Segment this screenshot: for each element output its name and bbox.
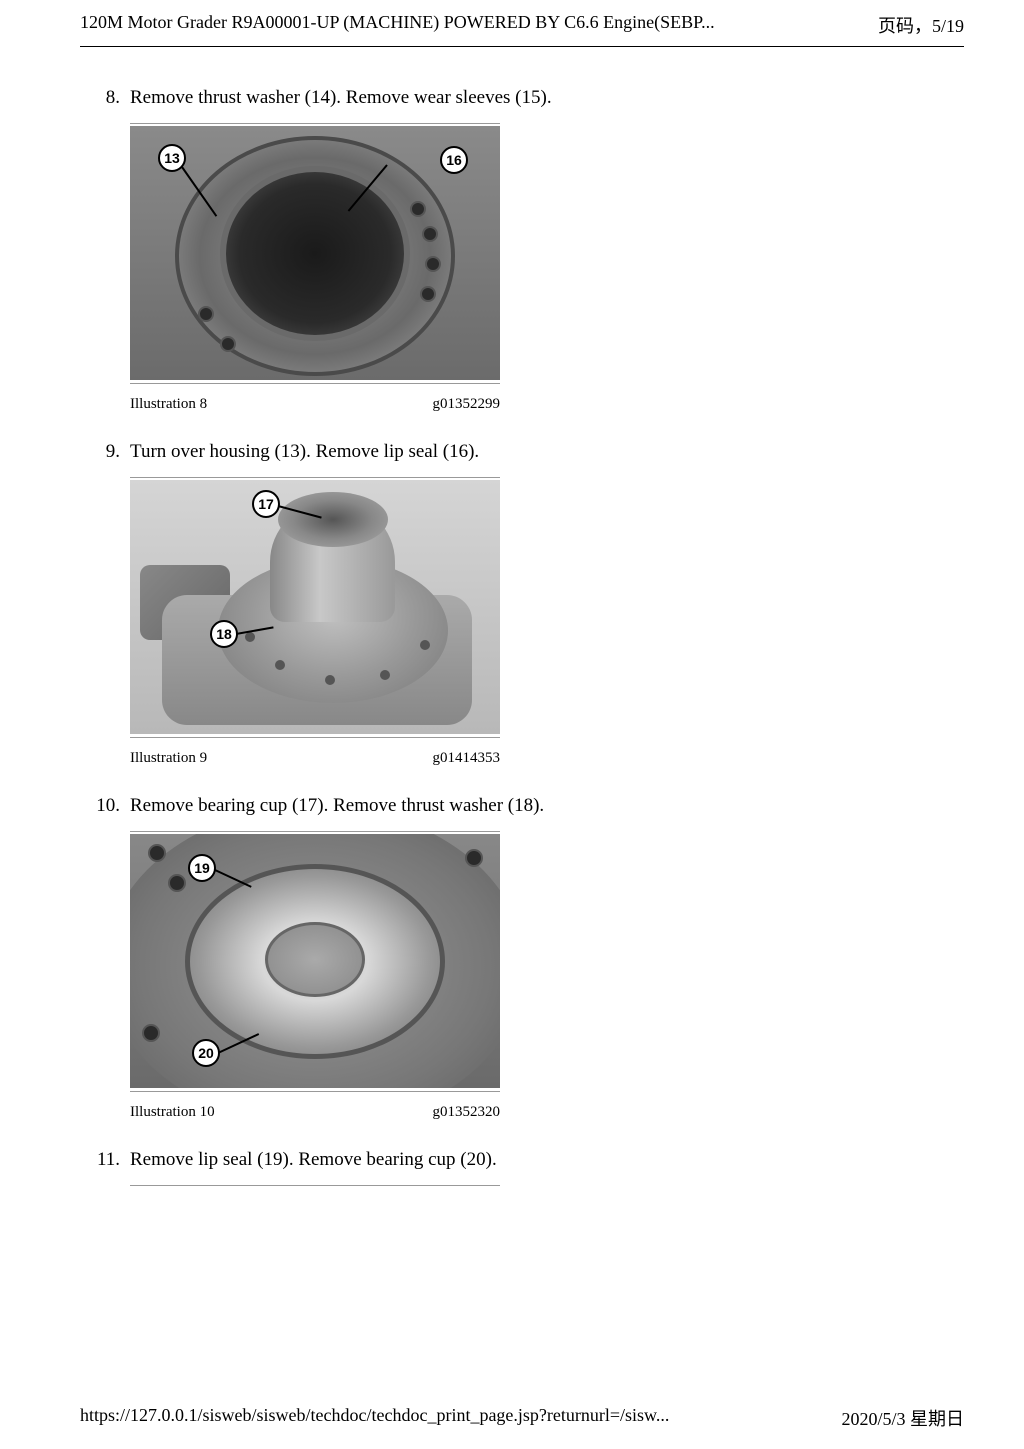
step-8: 8. Remove thrust washer (14). Remove wea…	[80, 87, 944, 109]
figure-10-caption: Illustration 10 g01352320	[130, 1104, 500, 1121]
figure-divider	[130, 383, 500, 384]
figure-divider	[130, 1091, 500, 1092]
illustration-label: Illustration 9	[130, 750, 207, 767]
footer-date: 2020/5/3 星期日	[841, 1405, 964, 1431]
figure-divider	[130, 123, 500, 124]
figure-divider	[130, 1185, 500, 1186]
figure-8-caption: Illustration 8 g01352299	[130, 396, 500, 413]
step-text: Turn over housing (13). Remove lip seal …	[130, 441, 479, 463]
step-9: 9. Turn over housing (13). Remove lip se…	[80, 441, 944, 463]
header-title: 120M Motor Grader R9A00001-UP (MACHINE) …	[80, 12, 715, 38]
callout-18: 18	[210, 620, 238, 648]
page-footer: https://127.0.0.1/sisweb/sisweb/techdoc/…	[80, 1405, 964, 1431]
step-text: Remove lip seal (19). Remove bearing cup…	[130, 1149, 497, 1171]
figure-divider	[130, 737, 500, 738]
step-number: 10.	[80, 795, 130, 817]
footer-url: https://127.0.0.1/sisweb/sisweb/techdoc/…	[80, 1405, 669, 1431]
content: 8. Remove thrust washer (14). Remove wea…	[0, 47, 1024, 1186]
illustration-code: g01414353	[433, 750, 501, 767]
callout-19: 19	[188, 854, 216, 882]
step-number: 8.	[80, 87, 130, 109]
figure-9: 17 18 Illustration 9 g01414353	[130, 477, 944, 767]
page-header: 120M Motor Grader R9A00001-UP (MACHINE) …	[0, 0, 1024, 46]
illustration-9-image: 17 18	[130, 480, 500, 734]
step-number: 9.	[80, 441, 130, 463]
step-text: Remove thrust washer (14). Remove wear s…	[130, 87, 552, 109]
figure-10: 19 20 Illustration 10 g01352320	[130, 831, 944, 1121]
step-text: Remove bearing cup (17). Remove thrust w…	[130, 795, 544, 817]
illustration-code: g01352299	[433, 396, 501, 413]
illustration-8-image: 13 16	[130, 126, 500, 380]
illustration-label: Illustration 10	[130, 1104, 215, 1121]
step-10: 10. Remove bearing cup (17). Remove thru…	[80, 795, 944, 817]
figure-8: 13 16 Illustration 8 g01352299	[130, 123, 944, 413]
illustration-label: Illustration 8	[130, 396, 207, 413]
step-number: 11.	[80, 1149, 130, 1171]
callout-20: 20	[192, 1039, 220, 1067]
callout-13: 13	[158, 144, 186, 172]
callout-16: 16	[440, 146, 468, 174]
illustration-code: g01352320	[433, 1104, 501, 1121]
header-page-info: 页码，5/19	[878, 12, 964, 38]
figure-9-caption: Illustration 9 g01414353	[130, 750, 500, 767]
step-11: 11. Remove lip seal (19). Remove bearing…	[80, 1149, 944, 1171]
illustration-10-image: 19 20	[130, 834, 500, 1088]
callout-17: 17	[252, 490, 280, 518]
figure-divider	[130, 831, 500, 832]
figure-divider	[130, 477, 500, 478]
